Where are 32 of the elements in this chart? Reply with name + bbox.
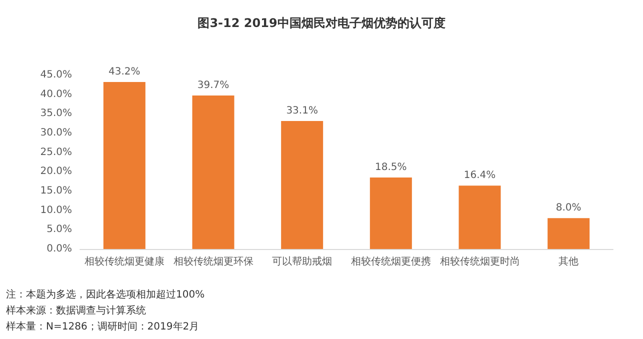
bar (281, 121, 324, 249)
x-tick-label: 相较传统烟更便携 (350, 256, 431, 268)
x-tick-label: 相较传统烟更健康 (84, 256, 164, 268)
data-label: 43.2% (108, 66, 140, 78)
text: 样本量：N=1286；调研时间：2019年2月 (6, 320, 200, 332)
data-label: 8.0% (556, 202, 582, 214)
bar (192, 95, 234, 249)
bar (370, 177, 412, 249)
y-tick-label: 35.0% (40, 108, 72, 120)
y-tick-label: 15.0% (40, 186, 72, 196)
y-tick-label: 0.0% (46, 244, 72, 254)
data-label: 18.5% (375, 162, 407, 173)
data-label: 33.1% (286, 106, 318, 117)
y-tick-label: 20.0% (40, 166, 72, 178)
data-label: 16.4% (464, 170, 496, 182)
y-tick-label: 25.0% (40, 146, 72, 158)
bar (548, 218, 590, 249)
x-tick-label: 相较传统烟更环保 (173, 256, 254, 268)
x-tick-label: 相较传统烟更时尚 (440, 256, 520, 268)
bar (458, 186, 501, 249)
text: 样本来源：数据调查与计算系统 (6, 304, 146, 316)
data-label: 39.7% (197, 80, 230, 91)
text: 注：本题为多选，因此各选项相加超过100% (6, 288, 205, 300)
y-tick-label: 10.0% (40, 204, 72, 216)
y-tick-label: 5.0% (46, 224, 72, 236)
x-tick-label: 其他 (558, 256, 579, 268)
y-tick-label: 40.0% (40, 88, 72, 100)
y-tick-label: 30.0% (40, 128, 72, 138)
y-tick-label: 45.0% (40, 70, 72, 80)
x-tick-label: 可以帮助戒烟 (272, 256, 332, 268)
chart-title: 图3-12 2019中国烟民对电子烟优势的认可度 (198, 16, 446, 30)
bar (103, 82, 146, 249)
